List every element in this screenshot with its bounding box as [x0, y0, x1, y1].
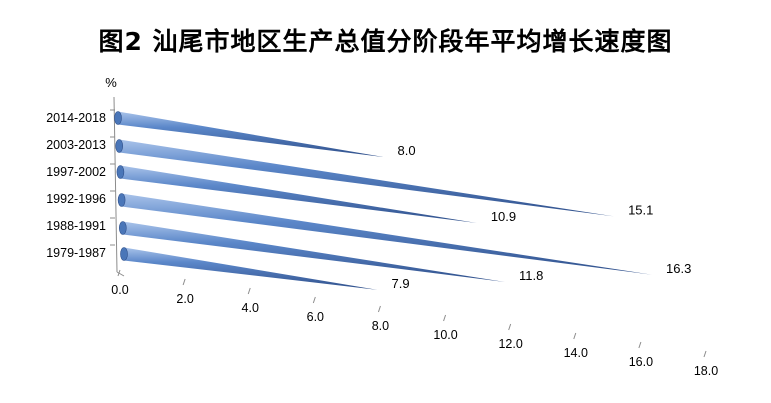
y-axis-unit-label: %: [105, 75, 117, 90]
value-labels: 8.0 15.1 10.9 16.3 11.8 7.9: [392, 143, 692, 291]
cone-bar: [124, 247, 378, 290]
y-axis-labels: 2014-2018 2003-2013 1997-2002 1992-1996 1988…: [46, 109, 115, 260]
x-tick-label: 0.0: [111, 283, 128, 297]
x-tick-mark: [182, 278, 186, 286]
y-tick-label: 1979-1987: [46, 246, 106, 260]
cone-base: [115, 139, 123, 153]
x-tick-label: 2.0: [176, 292, 193, 306]
y-tick-label: 1992-1996: [46, 192, 106, 206]
cone-base: [119, 221, 127, 235]
x-tick-mark: [443, 314, 447, 322]
y-axis-line: [113, 96, 118, 273]
cone-bar: [119, 139, 615, 217]
cone-bar: [120, 165, 477, 224]
y-tick-label: 2003-2013: [46, 138, 106, 152]
x-tick-mark: [703, 350, 707, 358]
x-tick-mark: [117, 269, 121, 277]
x-tick-mark: [508, 323, 512, 331]
x-tick-label: 6.0: [307, 310, 324, 324]
x-tick-label: 12.0: [498, 337, 522, 351]
x-tick-mark: [312, 296, 316, 304]
x-tick-mark: [638, 341, 642, 349]
cone-bar: [122, 221, 505, 282]
x-axis-line: [116, 271, 125, 277]
x-tick-mark: [573, 332, 577, 340]
cone-bar: [121, 193, 653, 275]
y-tick-label: 2014-2018: [46, 111, 106, 125]
value-label: 11.8: [519, 268, 543, 283]
chart-title: 图2 汕尾市地区生产总值分阶段年平均增长速度图: [98, 27, 673, 56]
y-tick-label: 1997-2002: [46, 165, 106, 179]
cone-base: [117, 193, 126, 207]
x-tick-label: 4.0: [242, 301, 259, 315]
cone-bars: [114, 111, 653, 290]
cone-bar: [118, 111, 384, 158]
cone-base: [116, 165, 125, 179]
x-tick-label: 14.0: [564, 346, 588, 360]
cone-base: [114, 111, 122, 125]
y-tick-label: 1988-1991: [46, 219, 106, 233]
value-label: 7.9: [392, 276, 410, 291]
value-label: 16.3: [666, 261, 691, 276]
value-label: 8.0: [397, 143, 415, 158]
x-tick-label: 18.0: [694, 364, 718, 378]
x-axis-ticks: 0.0 2.0 4.0 6.0 8.0 10.0 12.0 14.0 16.0 18.0: [111, 269, 718, 378]
cone-base: [120, 247, 128, 261]
x-tick-label: 10.0: [433, 328, 457, 342]
x-tick-mark: [377, 305, 381, 313]
x-tick-mark: [247, 287, 251, 295]
x-tick-label: 8.0: [372, 319, 389, 333]
value-label: 15.1: [628, 202, 653, 217]
value-label: 10.9: [491, 209, 516, 224]
x-tick-label: 16.0: [629, 355, 653, 369]
axes: [113, 96, 125, 277]
